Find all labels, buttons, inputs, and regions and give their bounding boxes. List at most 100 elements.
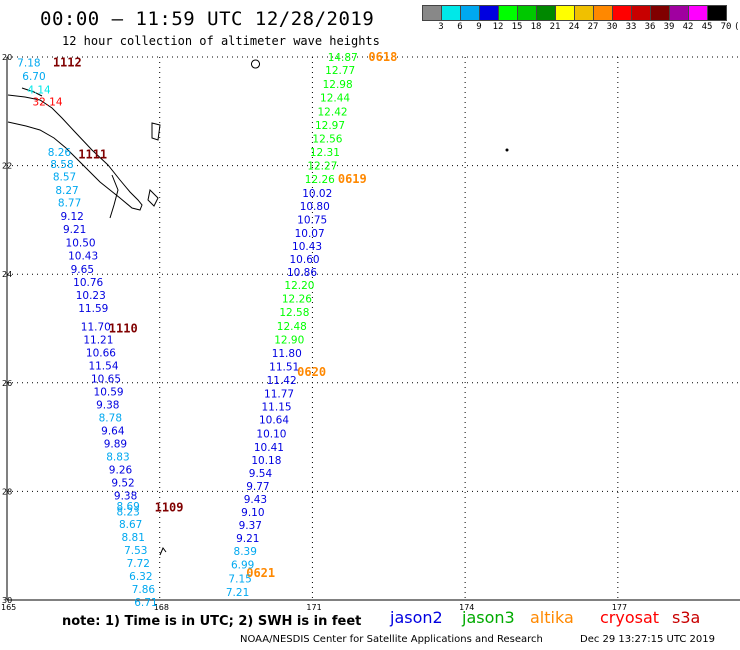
wave-height-value: 8.77 [58, 198, 81, 210]
wave-height-value: 11.42 [267, 375, 297, 387]
color-scale-label: 27 [587, 22, 599, 32]
wave-height-value: 8.58 [50, 159, 73, 171]
wave-height-value: 7.18 [17, 57, 40, 69]
color-scale-label: 36 [644, 22, 656, 32]
wave-height-value: 14.87 [328, 52, 358, 64]
legend-jason2: jason2 [390, 608, 443, 627]
wave-height-value: 11.54 [88, 360, 118, 372]
coastline [7, 94, 143, 211]
wave-height-value: 6.32 [129, 571, 152, 583]
pass-label: 1111 [78, 148, 107, 162]
wave-height-value: 10.43 [68, 251, 98, 263]
wave-height-value: 8.67 [119, 519, 142, 531]
pass-label: 0618 [368, 50, 397, 64]
wave-height-value: 9.37 [239, 520, 262, 532]
wave-height-value: 4.14 [27, 85, 51, 97]
wave-height-value: 11.15 [262, 402, 292, 414]
color-scale-label: 39 [663, 22, 675, 32]
wave-height-value: 8.81 [122, 532, 145, 544]
lon-label: 174 [459, 603, 474, 612]
lon-label: 177 [612, 603, 627, 612]
wave-height-value: 11.80 [272, 348, 302, 360]
pass-label: 1110 [109, 322, 138, 336]
color-scale-label: (ft) [734, 22, 740, 32]
wave-height-value: 8.23 [116, 506, 139, 518]
pass-label: 1112 [53, 55, 82, 69]
pass-label: 0621 [246, 566, 275, 580]
wave-height-value: 10.02 [302, 188, 332, 200]
coastline [159, 547, 167, 556]
wave-height-value: 8.26 [48, 147, 72, 159]
wave-height-value: 6.70 [22, 71, 45, 83]
wave-height-value: 7.15 [228, 573, 251, 585]
wave-height-value: 8.69 [116, 501, 139, 513]
wave-height-value: 9.64 [101, 426, 125, 438]
color-scale-label: 24 [568, 22, 580, 32]
wave-height-value: 7.53 [124, 545, 147, 557]
coastline [147, 188, 159, 207]
lat-label: 20 [2, 53, 12, 62]
wave-height-value: 12.56 [312, 133, 342, 145]
wave-height-value: 12.42 [318, 106, 348, 118]
legend-s3a: s3a [672, 608, 701, 627]
wave-height-value: 12.90 [274, 334, 304, 346]
color-swatch [707, 5, 727, 21]
lat-label: 24 [2, 270, 12, 279]
wave-height-value: 10.18 [251, 455, 281, 467]
wave-height-value: 12.77 [325, 65, 355, 77]
wave-height-value: 8.83 [106, 452, 129, 464]
wave-height-value: 12.26 [282, 294, 312, 306]
wave-height-value: 10.64 [259, 415, 289, 427]
color-scale-label: 6 [457, 22, 463, 32]
wave-height-value: 10.10 [256, 428, 286, 440]
wave-height-value: 10.75 [297, 214, 327, 226]
wave-height-value: 9.52 [111, 478, 134, 490]
wave-height-value: 12.31 [310, 147, 340, 159]
wave-height-value: 10.43 [292, 241, 322, 253]
wave-height-value: 8.57 [53, 171, 76, 183]
wave-height-value: 9.10 [241, 507, 264, 519]
color-scale-label: 70 [720, 22, 732, 32]
color-scale-label: 45 [701, 22, 713, 32]
map-title: 00:00 – 11:59 UTC 12/28/2019 [40, 8, 375, 30]
wave-height-value: 10.65 [91, 373, 121, 385]
wave-height-value: 9.21 [63, 224, 86, 236]
wave-height-value: 7.21 [226, 587, 249, 599]
wave-height-value: 32.14 [32, 97, 62, 109]
wave-height-value: 9.65 [71, 264, 94, 276]
color-scale-label: 42 [682, 22, 694, 32]
lat-label: 28 [2, 487, 12, 496]
wave-height-value: 9.26 [109, 465, 133, 477]
color-scale-label: 30 [606, 22, 618, 32]
wave-height-value: 11.59 [78, 303, 108, 315]
lat-label: 26 [2, 379, 12, 388]
legend-cryosat: cryosat [600, 608, 660, 627]
wave-height-value: 9.43 [244, 494, 267, 506]
wave-height-value: 9.21 [236, 533, 259, 545]
wave-height-value: 9.12 [60, 211, 83, 223]
wave-height-value: 10.23 [76, 290, 106, 302]
lon-label: 168 [154, 603, 169, 612]
wave-height-value: 11.77 [264, 389, 294, 401]
color-scale-label: 18 [530, 22, 542, 32]
island-dot [505, 148, 509, 152]
wave-height-value: 8.27 [55, 185, 78, 197]
wave-height-value: 12.44 [320, 93, 350, 105]
footer-timestamp: Dec 29 13:27:15 UTC 2019 [580, 634, 715, 645]
lat-label: 22 [2, 162, 12, 171]
wave-height-value: 12.27 [307, 161, 337, 173]
lon-label: 171 [306, 603, 321, 612]
wave-height-value: 6.71 [134, 597, 157, 609]
wave-height-value: 9.77 [246, 481, 269, 493]
color-scale-label: 9 [476, 22, 482, 32]
wave-height-value: 10.66 [86, 347, 116, 359]
wave-height-value: 9.54 [249, 468, 273, 480]
wave-height-value: 10.80 [300, 201, 330, 213]
color-scale-label: 21 [549, 22, 561, 32]
wave-height-value: 9.89 [104, 439, 127, 451]
wave-height-value: 11.70 [81, 321, 111, 333]
wave-height-value: 10.86 [287, 267, 317, 279]
wave-height-value: 7.72 [127, 558, 150, 570]
legend-altika: altika [530, 608, 574, 627]
